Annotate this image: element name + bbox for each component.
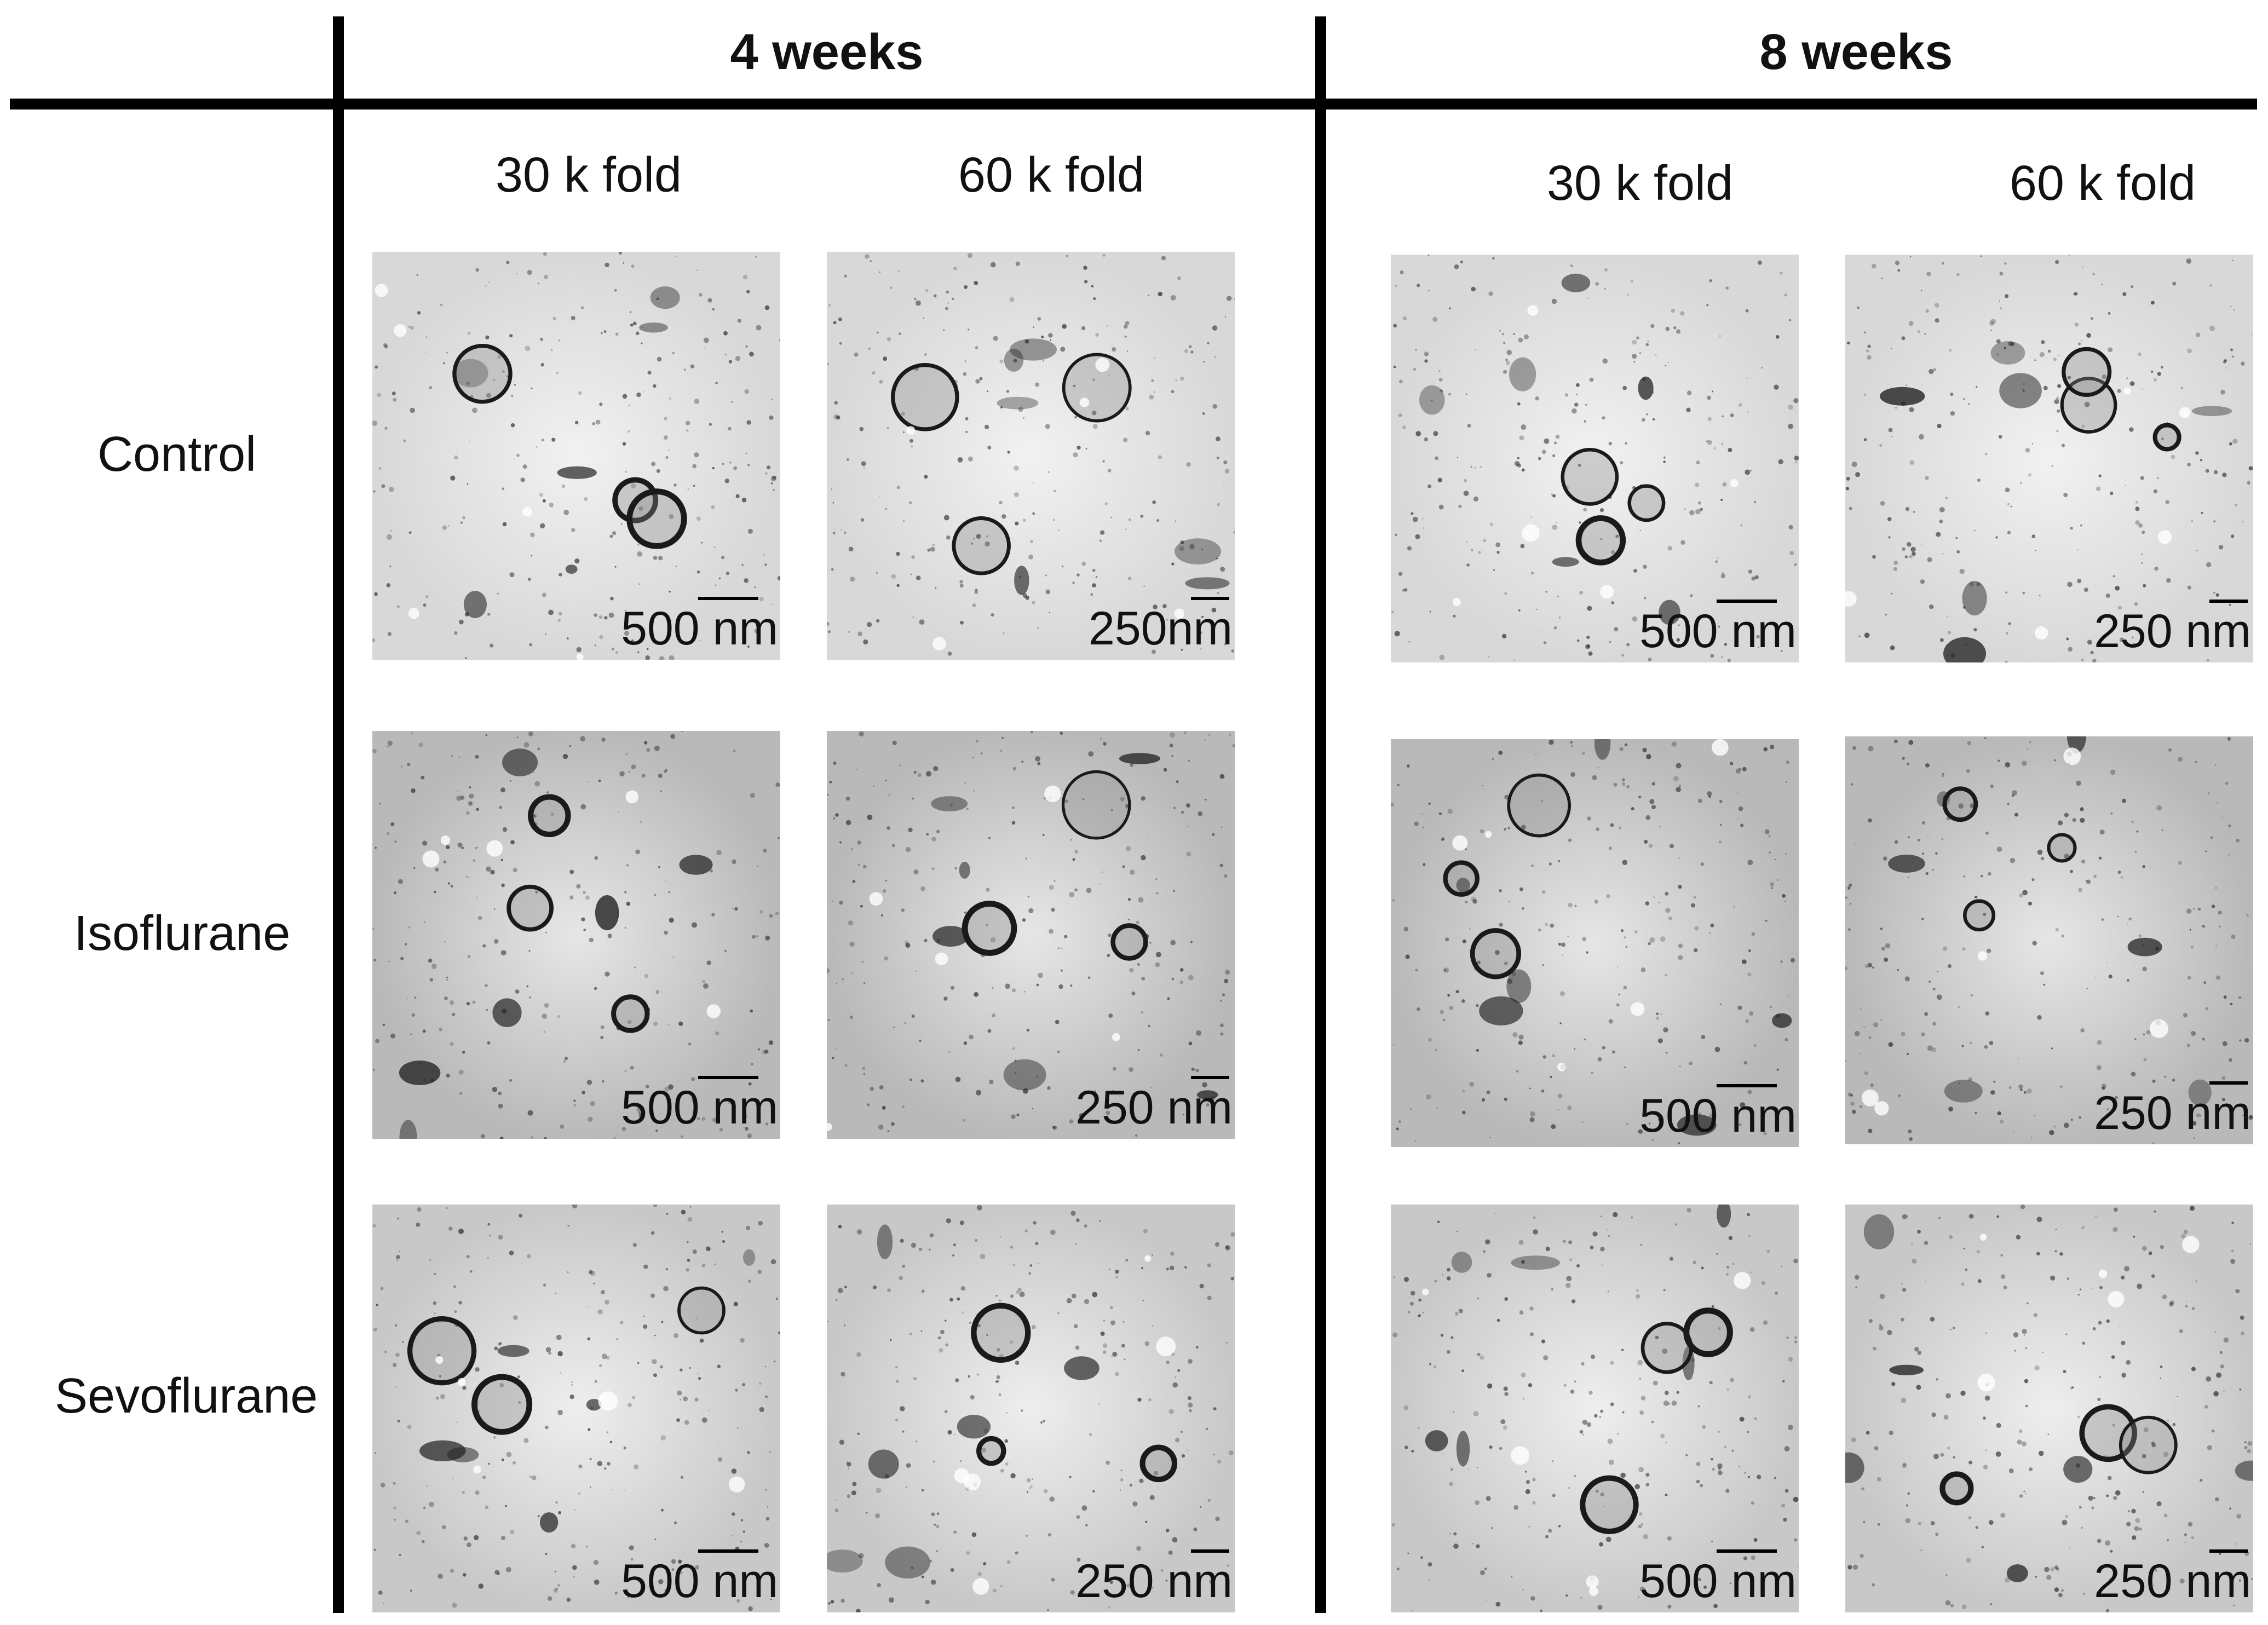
micrograph-texture [1845, 1205, 2253, 1612]
scale-bar-line [2209, 1549, 2248, 1553]
scale-bar-line [1717, 600, 1777, 603]
scale-bar-label: 250 nm [1075, 1555, 1233, 1607]
scale-bar-label: 250 nm [2094, 1555, 2251, 1607]
scale-bar-line [1191, 1076, 1229, 1079]
scale-bar-label: 250 nm [2094, 1087, 2251, 1139]
scale-bar-label: 250 nm [2094, 605, 2251, 658]
scale-bar-label: 500 nm [621, 1081, 778, 1134]
scale-bar-label: 250 nm [1075, 1081, 1233, 1134]
header-divider-line [10, 99, 2257, 110]
micrograph-sevoflurane-8w-30k: 500 nm [1391, 1205, 1799, 1612]
micrograph-control-4w-60k: 250nm [827, 252, 1235, 660]
scale-bar-line [1717, 1084, 1777, 1087]
column-4w-60k: 60 k fold [958, 148, 1145, 203]
micrograph-texture [1845, 736, 2253, 1144]
micrograph-control-8w-30k: 500 nm [1391, 255, 1799, 662]
scale-bar-line [698, 597, 758, 600]
micrograph-texture [1391, 739, 1799, 1147]
scale-bar-line [1191, 597, 1229, 600]
micrograph-isoflurane-8w-60k: 250 nm [1845, 736, 2253, 1144]
micrograph-sevoflurane-8w-60k: 250 nm [1845, 1205, 2253, 1612]
micrograph-sevoflurane-4w-30k: 500 nm [372, 1205, 780, 1612]
micrograph-isoflurane-4w-60k: 250 nm [827, 731, 1235, 1139]
scale-bar-line [698, 1549, 758, 1553]
column-8w-60k: 60 k fold [2009, 156, 2196, 211]
row-label-isoflurane: Isoflurane [74, 906, 291, 961]
micrograph-control-8w-60k: 250 nm [1845, 255, 2253, 662]
scale-bar-line [2209, 1081, 2248, 1085]
row-label-control: Control [97, 427, 257, 482]
scale-bar-line [1191, 1549, 1229, 1553]
scale-bar-label: 500 nm [1639, 1090, 1797, 1142]
micrograph-texture [827, 252, 1235, 660]
micrograph-texture [372, 731, 780, 1139]
time-divider-line [1315, 16, 1326, 1613]
micrograph-isoflurane-4w-30k: 500 nm [372, 731, 780, 1139]
column-4w-30k: 30 k fold [495, 148, 682, 203]
scale-bar-label: 500 nm [621, 1555, 778, 1607]
micrograph-texture [1391, 1205, 1799, 1612]
micrograph-sevoflurane-4w-60k: 250 nm [827, 1205, 1235, 1612]
micrograph-texture [827, 731, 1235, 1139]
column-8w-30k: 30 k fold [1546, 156, 1734, 211]
header-4-weeks: 4 weeks [730, 24, 924, 80]
scale-bar-label: 500 nm [1639, 1555, 1797, 1607]
micrograph-texture [372, 1205, 780, 1612]
scale-bar-label: 500 nm [1639, 605, 1797, 658]
row-label-sevoflurane: Sevoflurane [55, 1369, 318, 1424]
row-label-divider-line [333, 16, 344, 1613]
micrograph-control-4w-30k: 500 nm [372, 252, 780, 660]
micrograph-texture [1391, 255, 1799, 662]
scale-bar-line [1717, 1549, 1777, 1553]
scale-bar-label: 500 nm [621, 602, 778, 655]
scale-bar-label: 250nm [1089, 602, 1233, 655]
micrograph-texture [1845, 255, 2253, 662]
micrograph-isoflurane-8w-30k: 500 nm [1391, 739, 1799, 1147]
scale-bar-line [2209, 600, 2248, 603]
header-8-weeks: 8 weeks [1759, 24, 1953, 80]
scale-bar-line [698, 1076, 758, 1079]
micrograph-texture [827, 1205, 1235, 1612]
micrograph-texture [372, 252, 780, 660]
